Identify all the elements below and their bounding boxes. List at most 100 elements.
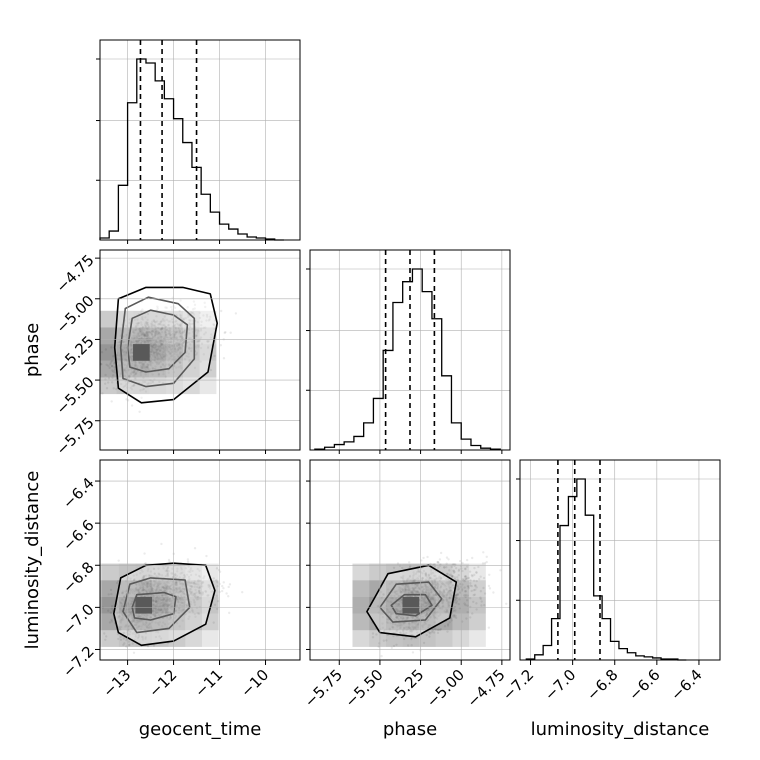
- sample-point: [90, 353, 92, 355]
- sample-point: [190, 347, 193, 350]
- sample-point: [146, 327, 149, 330]
- sample-point: [186, 306, 189, 309]
- sample-point: [144, 367, 147, 370]
- sample-point: [148, 331, 151, 334]
- sample-point: [130, 388, 134, 391]
- sample-point: [137, 327, 141, 331]
- density-cell: [100, 344, 117, 361]
- sample-point: [137, 341, 140, 344]
- sample-point: [165, 325, 168, 329]
- sample-point: [118, 341, 121, 344]
- sample-point: [159, 335, 162, 338]
- sample-point: [178, 346, 182, 349]
- sample-point: [177, 330, 180, 334]
- sample-point: [139, 327, 142, 330]
- sample-point: [165, 347, 169, 350]
- sample-point: [198, 316, 202, 320]
- sample-point: [135, 324, 138, 328]
- sample-point: [177, 348, 180, 352]
- sample-point: [127, 376, 131, 379]
- sample-point: [141, 326, 144, 329]
- sample-point: [110, 359, 114, 363]
- sample-point: [151, 366, 154, 369]
- sample-point: [145, 339, 149, 342]
- sample-point: [136, 339, 139, 343]
- sample-point: [173, 331, 177, 334]
- sample-point: [146, 333, 150, 337]
- sample-point: [168, 362, 171, 366]
- sample-point: [174, 320, 177, 323]
- sample-point: [174, 348, 177, 351]
- sample-point: [124, 384, 127, 388]
- sample-point: [140, 339, 143, 343]
- sample-point: [160, 335, 163, 339]
- sample-point: [137, 321, 140, 325]
- sample-point: [143, 340, 147, 343]
- sample-point: [129, 341, 133, 344]
- sample-point: [161, 324, 164, 327]
- sample-point: [144, 390, 148, 393]
- sample-point: [180, 335, 183, 338]
- sample-point: [167, 359, 170, 362]
- sample-point: [144, 366, 147, 369]
- sample-point: [147, 325, 150, 329]
- sample-point: [165, 306, 168, 310]
- sample-point: [152, 324, 155, 327]
- density-cell: [352, 630, 370, 647]
- sample-point: [150, 320, 154, 323]
- sample-point: [174, 330, 178, 334]
- sample-point: [132, 334, 135, 338]
- xlabel-luminosity-distance: luminosity_distance: [531, 719, 710, 740]
- sample-point: [222, 357, 226, 360]
- sample-point: [180, 366, 183, 370]
- sample-point: [179, 347, 182, 351]
- sample-point: [133, 328, 137, 332]
- sample-point: [183, 357, 187, 361]
- sample-point: [137, 360, 141, 363]
- sample-point: [144, 339, 147, 342]
- sample-point: [227, 595, 230, 598]
- sample-point: [145, 364, 148, 368]
- sample-point: [206, 346, 210, 350]
- sample-point: [178, 342, 181, 345]
- sample-point: [173, 343, 177, 346]
- sample-point: [224, 330, 227, 334]
- sample-point: [154, 329, 157, 332]
- sample-point: [151, 381, 155, 384]
- density-cell: [369, 563, 386, 581]
- sample-point: [100, 362, 103, 366]
- sample-point: [148, 341, 151, 344]
- sample-point: [157, 362, 161, 365]
- y-tick-label-phase: −5.00: [52, 292, 97, 337]
- sample-point: [140, 366, 143, 369]
- sample-point: [157, 341, 160, 344]
- sample-point: [159, 340, 162, 343]
- sample-point: [173, 346, 177, 349]
- sample-point: [163, 325, 167, 328]
- density-cell: [469, 596, 486, 614]
- sample-point: [132, 341, 135, 345]
- sample-point: [204, 326, 207, 329]
- density-cell: [352, 563, 370, 581]
- sample-point: [155, 340, 158, 343]
- sample-point: [148, 327, 151, 331]
- sample-point: [100, 363, 103, 366]
- x-tick-label-phase: −5.75: [301, 666, 346, 711]
- sample-point: [143, 323, 147, 326]
- sample-point: [159, 323, 162, 326]
- density-cell: [352, 580, 370, 597]
- sample-point: [150, 330, 154, 333]
- sample-point: [137, 332, 140, 335]
- sample-point: [206, 340, 209, 344]
- sample-point: [136, 364, 139, 368]
- y-tick-label-luminosity_distance: −6.6: [59, 516, 97, 554]
- sample-point: [150, 329, 153, 333]
- sample-point: [138, 327, 141, 331]
- sample-point: [173, 326, 176, 329]
- sample-point: [151, 330, 155, 334]
- x-tick-label-geocent_time: −11: [191, 666, 226, 701]
- sample-point: [535, 583, 537, 585]
- sample-point: [143, 362, 146, 366]
- sample-point: [136, 334, 139, 337]
- sample-point: [187, 346, 191, 349]
